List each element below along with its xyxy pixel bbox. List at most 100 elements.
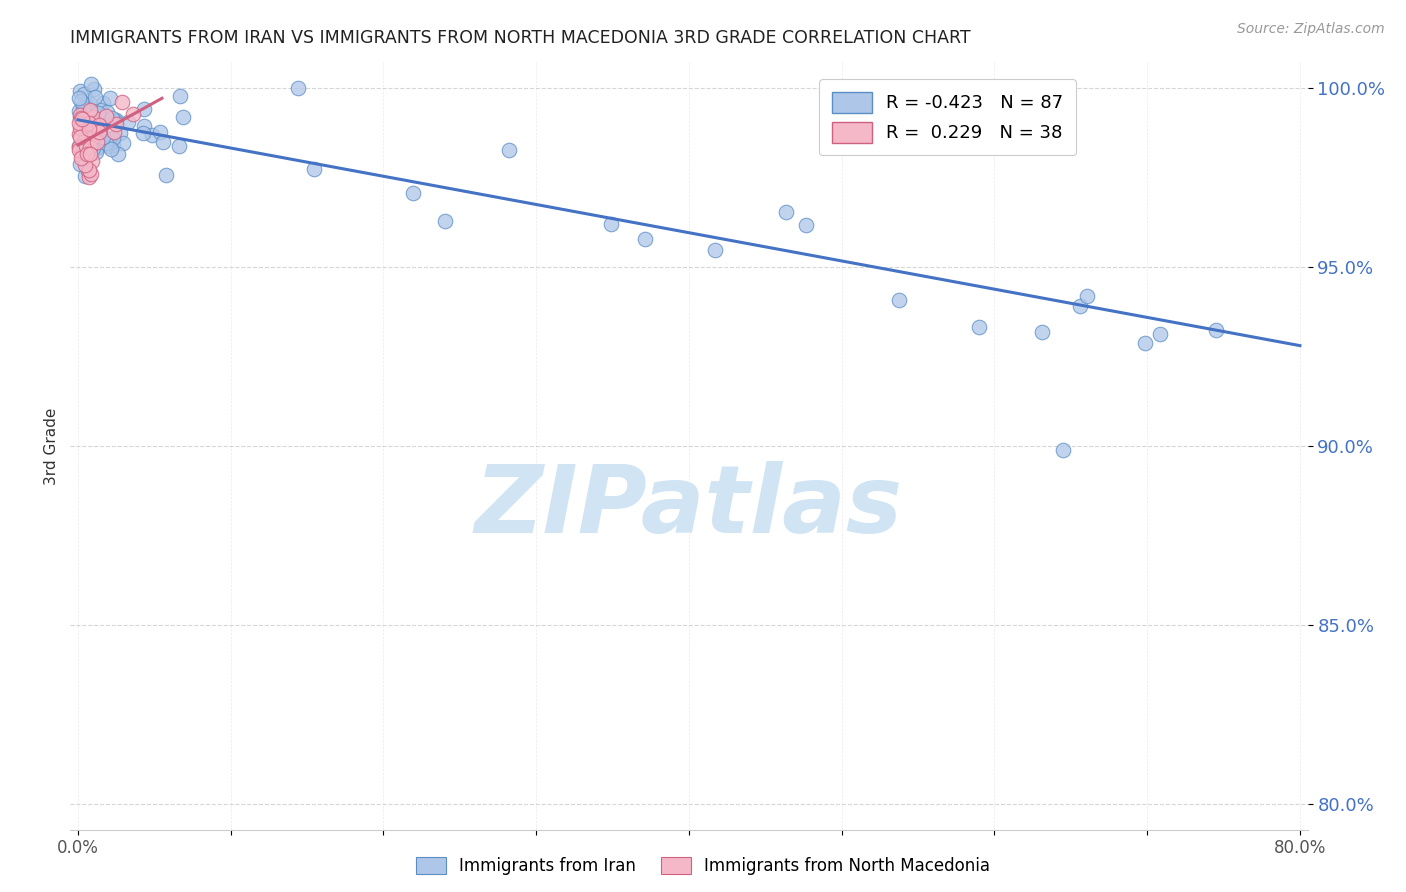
Point [69,140,91,154]
Point [82,140,104,154]
Point [69,104,91,119]
Point [1205,323,1227,337]
Point [121,107,143,121]
Point [70,138,93,153]
Point [704,243,727,257]
Point [82,120,104,134]
Point [111,95,134,109]
Point [84,111,107,125]
Point [132,119,155,133]
Point [91,130,114,145]
Point [80,167,103,181]
Point [889,293,911,307]
Point [77,164,100,178]
Point [97,132,120,146]
Point [96,104,118,119]
Point [172,110,194,124]
Point [84,145,107,160]
Point [69,94,91,108]
Point [87,128,110,142]
Point [75,120,97,134]
Point [87,119,110,133]
Point [69,116,91,130]
Point [98,91,121,105]
Point [87,106,110,120]
Point [79,105,101,120]
Point [101,131,124,145]
Point [794,218,817,232]
Point [94,109,117,123]
Point [72,101,94,115]
Point [80,154,103,169]
Point [132,126,155,140]
Point [70,151,93,165]
Point [108,126,131,140]
Point [69,156,91,170]
Point [87,118,110,132]
Point [77,121,100,136]
Point [79,147,101,161]
Point [1076,289,1098,303]
Point [79,96,101,111]
Point [104,114,127,128]
Point [1069,299,1091,313]
Point [87,132,110,146]
Point [76,147,98,161]
Point [103,138,125,153]
Point [149,125,172,139]
Point [89,103,111,118]
Point [775,205,797,219]
Point [155,168,177,182]
Point [83,90,105,104]
Point [79,139,101,153]
Point [91,95,114,110]
Point [75,139,97,153]
Point [69,108,91,122]
Point [1052,442,1074,457]
Point [167,139,190,153]
Point [132,102,155,116]
Point [86,141,108,155]
Point [69,84,91,98]
Point [103,125,125,139]
Point [82,110,104,124]
Point [141,128,163,142]
Point [105,112,128,127]
Point [77,126,100,140]
Point [79,103,101,117]
Point [70,113,93,128]
Point [76,127,98,141]
Point [83,123,105,137]
Point [73,87,96,102]
Point [77,115,100,129]
Point [82,126,104,140]
Point [69,139,91,153]
Point [80,77,103,91]
Legend: R = -0.423   N = 87, R =  0.229   N = 38: R = -0.423 N = 87, R = 0.229 N = 38 [820,79,1076,155]
Point [967,320,990,334]
Point [101,111,124,125]
Point [634,231,657,245]
Point [498,144,520,158]
Point [73,169,96,184]
Point [86,140,108,154]
Point [75,158,97,172]
Point [80,142,103,156]
Point [69,143,91,157]
Point [89,125,111,139]
Text: Source: ZipAtlas.com: Source: ZipAtlas.com [1237,22,1385,37]
Point [70,112,93,126]
Point [79,139,101,153]
Point [69,120,91,135]
Point [1149,326,1171,341]
Point [117,114,139,128]
Point [70,111,93,125]
Legend: Immigrants from Iran, Immigrants from North Macedonia: Immigrants from Iran, Immigrants from No… [408,849,998,884]
Point [600,217,623,231]
Point [287,80,309,95]
Point [86,127,108,141]
Point [152,135,174,149]
Y-axis label: 3rd Grade: 3rd Grade [44,408,59,484]
Point [100,142,122,156]
Point [1133,336,1156,351]
